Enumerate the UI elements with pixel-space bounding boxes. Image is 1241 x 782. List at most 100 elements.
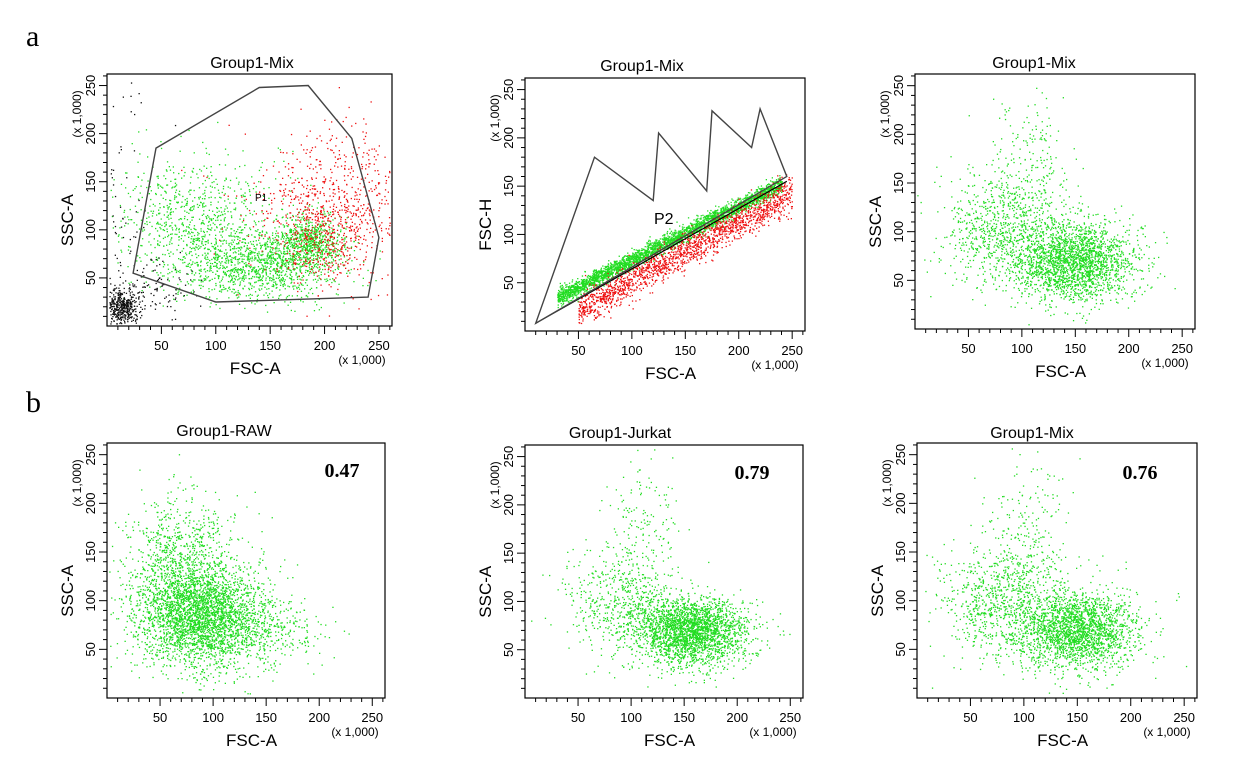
- data-point: [143, 286, 145, 288]
- data-point: [313, 257, 315, 260]
- data-point: [216, 253, 218, 255]
- data-point: [314, 233, 316, 236]
- data-point: [179, 251, 181, 254]
- data-point: [208, 209, 210, 211]
- data-point: [157, 243, 159, 245]
- data-point: [186, 204, 188, 206]
- data-point: [314, 248, 317, 251]
- data-point: [289, 212, 291, 214]
- data-point: [186, 202, 188, 204]
- data-point: [341, 246, 343, 248]
- data-point: [174, 298, 176, 301]
- data-point: [126, 309, 128, 311]
- data-point: [348, 205, 350, 207]
- data-point: [316, 287, 318, 289]
- data-point: [247, 235, 250, 237]
- gate-polygon[interactable]: [132, 84, 380, 303]
- data-point: [363, 260, 365, 262]
- data-point: [648, 252, 651, 254]
- data-point: [344, 245, 346, 247]
- data-point: [219, 231, 221, 233]
- data-point: [358, 198, 360, 201]
- data-point: [167, 279, 169, 281]
- data-point: [254, 255, 256, 257]
- data-point: [241, 229, 243, 231]
- data-point: [381, 240, 383, 242]
- data-point: [323, 211, 325, 213]
- data-point: [238, 232, 241, 234]
- data-point: [166, 216, 168, 218]
- data-point: [317, 212, 319, 214]
- data-point: [206, 152, 208, 154]
- data-point: [265, 269, 267, 271]
- data-point: [222, 284, 224, 287]
- data-point: [296, 158, 298, 160]
- data-point: [303, 252, 305, 254]
- data-point: [264, 243, 266, 245]
- data-point: [230, 232, 232, 234]
- data-point: [172, 276, 174, 278]
- data-point: [240, 188, 242, 190]
- data-point: [337, 166, 339, 168]
- data-point: [230, 280, 232, 282]
- data-point: [315, 255, 317, 257]
- data-point: [224, 217, 226, 219]
- data-point: [324, 213, 326, 215]
- data-point: [294, 243, 296, 245]
- data-point: [281, 263, 283, 265]
- data-point: [211, 289, 213, 291]
- data-point: [115, 308, 118, 310]
- data-point: [186, 273, 188, 275]
- data-point: [593, 284, 595, 286]
- data-point: [350, 166, 353, 168]
- data-point: [225, 249, 227, 251]
- data-point: [328, 226, 330, 228]
- data-point: [308, 217, 310, 219]
- data-point: [300, 219, 302, 221]
- data-point: [159, 277, 161, 279]
- data-point: [313, 245, 315, 247]
- data-point: [291, 243, 294, 246]
- data-point: [160, 228, 162, 230]
- data-point: [242, 261, 244, 263]
- data-point: [367, 154, 370, 156]
- data-point: [128, 315, 130, 317]
- data-point: [112, 300, 114, 302]
- data-point: [326, 243, 328, 245]
- data-point: [309, 257, 311, 259]
- data-point: [356, 198, 358, 200]
- data-point: [237, 268, 239, 270]
- data-point: [299, 257, 301, 259]
- plot-title: Group1-Mix: [600, 58, 684, 76]
- data-point: [222, 243, 224, 245]
- data-point: [159, 241, 161, 243]
- data-point: [310, 242, 312, 244]
- data-point: [223, 252, 226, 254]
- data-point: [302, 264, 304, 266]
- data-point: [346, 206, 348, 209]
- data-point: [264, 242, 266, 244]
- data-point: [305, 248, 307, 250]
- data-point: [329, 239, 331, 242]
- data-point: [302, 250, 304, 252]
- data-point: [113, 302, 115, 304]
- data-point: [358, 274, 360, 276]
- data-point: [136, 305, 138, 307]
- data-point: [179, 279, 181, 281]
- data-point: [266, 246, 268, 248]
- data-point: [285, 253, 287, 255]
- data-point: [349, 211, 351, 213]
- data-point: [275, 253, 277, 255]
- data-point: [305, 247, 308, 250]
- data-point: [592, 278, 595, 280]
- data-point: [306, 262, 308, 265]
- data-point: [227, 259, 229, 261]
- data-point: [174, 266, 176, 268]
- data-point: [290, 133, 293, 136]
- data-point: [350, 296, 353, 298]
- data-point: [655, 250, 657, 252]
- data-point: [302, 246, 304, 248]
- data-point: [289, 301, 292, 303]
- data-point: [226, 227, 228, 229]
- data-point: [321, 251, 323, 253]
